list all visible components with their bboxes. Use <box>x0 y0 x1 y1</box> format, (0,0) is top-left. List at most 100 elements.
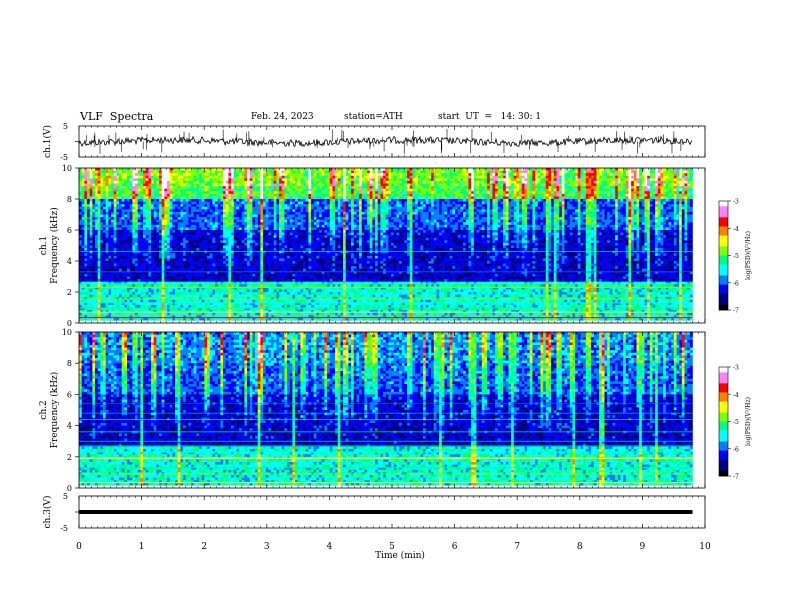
spectrogram-cell <box>554 222 557 225</box>
spectrogram-cell <box>202 220 205 223</box>
spectrogram-cell <box>588 196 591 199</box>
spectrogram-cell <box>562 202 565 205</box>
spectrogram-cell <box>127 199 130 202</box>
spectrogram-cell <box>367 222 373 225</box>
spectrogram-cell <box>407 178 410 181</box>
spectrogram-cell <box>410 225 413 228</box>
spectrogram-cell <box>188 220 191 223</box>
spectrogram-cell <box>290 230 298 233</box>
spectrogram-cell <box>135 230 138 233</box>
spectrogram-cell <box>260 171 263 174</box>
spectrogram-cell <box>172 227 178 230</box>
spectrogram-cell <box>164 215 167 218</box>
spectrogram-cell <box>143 217 146 220</box>
spectrogram-cell <box>116 181 119 184</box>
spectrogram-cell <box>452 176 468 179</box>
spectrogram-cell <box>607 199 610 202</box>
spectrogram-cell <box>362 173 368 176</box>
spectrogram-cell <box>132 215 138 218</box>
spectrogram-cell <box>186 204 192 207</box>
spectrogram-cell <box>274 217 277 220</box>
spectrogram-cell <box>679 199 682 202</box>
spectrogram-cell <box>186 168 189 171</box>
spectrogram-cell <box>330 171 333 174</box>
spectrogram-cell <box>466 233 469 236</box>
spectrogram-cell <box>442 173 448 176</box>
spectrogram-cell <box>463 209 466 212</box>
spectrogram-cell <box>380 176 383 179</box>
spectrogram-cell <box>548 222 551 225</box>
spectrogram-cell <box>116 196 122 199</box>
spectrogram-cell <box>516 186 519 189</box>
spectrogram-cell <box>556 176 559 179</box>
spectrogram-cell <box>412 220 415 223</box>
spectrogram-cell <box>554 199 560 202</box>
spectrogram-cell <box>274 181 277 184</box>
spectrogram-cell <box>386 173 389 176</box>
spectrogram-cell <box>492 181 495 184</box>
spectrogram-cell <box>516 173 519 176</box>
spectrogram-cell <box>532 204 535 207</box>
spectrogram-cell <box>196 176 199 179</box>
spectrogram-cell <box>466 215 469 218</box>
spectrogram-cell <box>498 184 501 187</box>
spectrogram-cell <box>146 178 149 181</box>
spectrogram-cell <box>143 209 149 212</box>
spectrogram-cell <box>492 191 495 194</box>
spectrogram-cell <box>671 222 674 225</box>
spectrogram-cell <box>663 189 669 192</box>
spectrogram-cell <box>306 215 309 218</box>
spectrogram-cell <box>444 176 447 179</box>
spectrogram-cell <box>460 207 463 210</box>
spectrogram-cell <box>639 222 642 225</box>
spectrogram-cell <box>578 191 581 194</box>
spectrogram-cell <box>650 207 656 210</box>
spectrogram-cell <box>543 196 546 199</box>
spectrogram-cell <box>447 202 450 205</box>
spectrogram-cell <box>620 181 626 184</box>
spectrogram-cell <box>450 173 458 176</box>
spectrogram-cell <box>316 202 319 205</box>
spectrogram-cell <box>255 233 261 236</box>
spectrogram-cell <box>95 178 101 181</box>
spectrogram-cell <box>546 191 552 194</box>
spectrogram-cell <box>127 178 130 181</box>
spectrogram-cell <box>178 176 184 179</box>
spectrogram-cell <box>644 202 647 205</box>
spectrogram-cell <box>516 233 527 236</box>
spectrogram-cell <box>124 222 127 225</box>
spectrogram-cell <box>244 184 247 187</box>
spectrogram-cell <box>122 171 125 174</box>
spectrogram-cell <box>399 215 402 218</box>
spectrogram-cell <box>434 176 437 179</box>
spectrogram-cell <box>242 173 245 176</box>
spectrogram-cell <box>412 204 418 207</box>
spectrogram-cell <box>410 186 413 189</box>
spectrogram-cell <box>215 171 218 174</box>
spectrogram-cell <box>236 233 239 236</box>
spectrogram-cell <box>532 202 535 205</box>
spectrogram-cell <box>519 227 522 230</box>
spectrogram-cell <box>188 199 191 202</box>
spectrogram-cell <box>492 217 498 220</box>
spectrogram-cell <box>260 227 263 230</box>
spectrogram-cell <box>530 235 533 238</box>
spectrogram-cell <box>684 209 687 212</box>
spectrogram-cell <box>554 184 557 187</box>
spectrogram-cell <box>636 168 639 171</box>
spectrogram-cell <box>460 204 463 207</box>
spectrogram-cell <box>562 196 565 199</box>
spectrogram-cell <box>450 215 456 218</box>
spectrogram-cell <box>215 196 218 199</box>
spectrogram-cell <box>394 178 397 181</box>
spectrogram-cell <box>388 227 394 230</box>
spectrogram-cell <box>92 204 98 207</box>
spectrogram-cell <box>295 209 301 212</box>
spectrogram-cell <box>543 209 546 212</box>
spectrogram-cell <box>215 212 218 215</box>
spectrogram-cell <box>682 233 685 236</box>
spectrogram-cell <box>202 176 210 179</box>
spectrogram-cell <box>615 181 618 184</box>
spectrogram-cell <box>98 220 101 223</box>
spectrogram-cell <box>194 196 197 199</box>
